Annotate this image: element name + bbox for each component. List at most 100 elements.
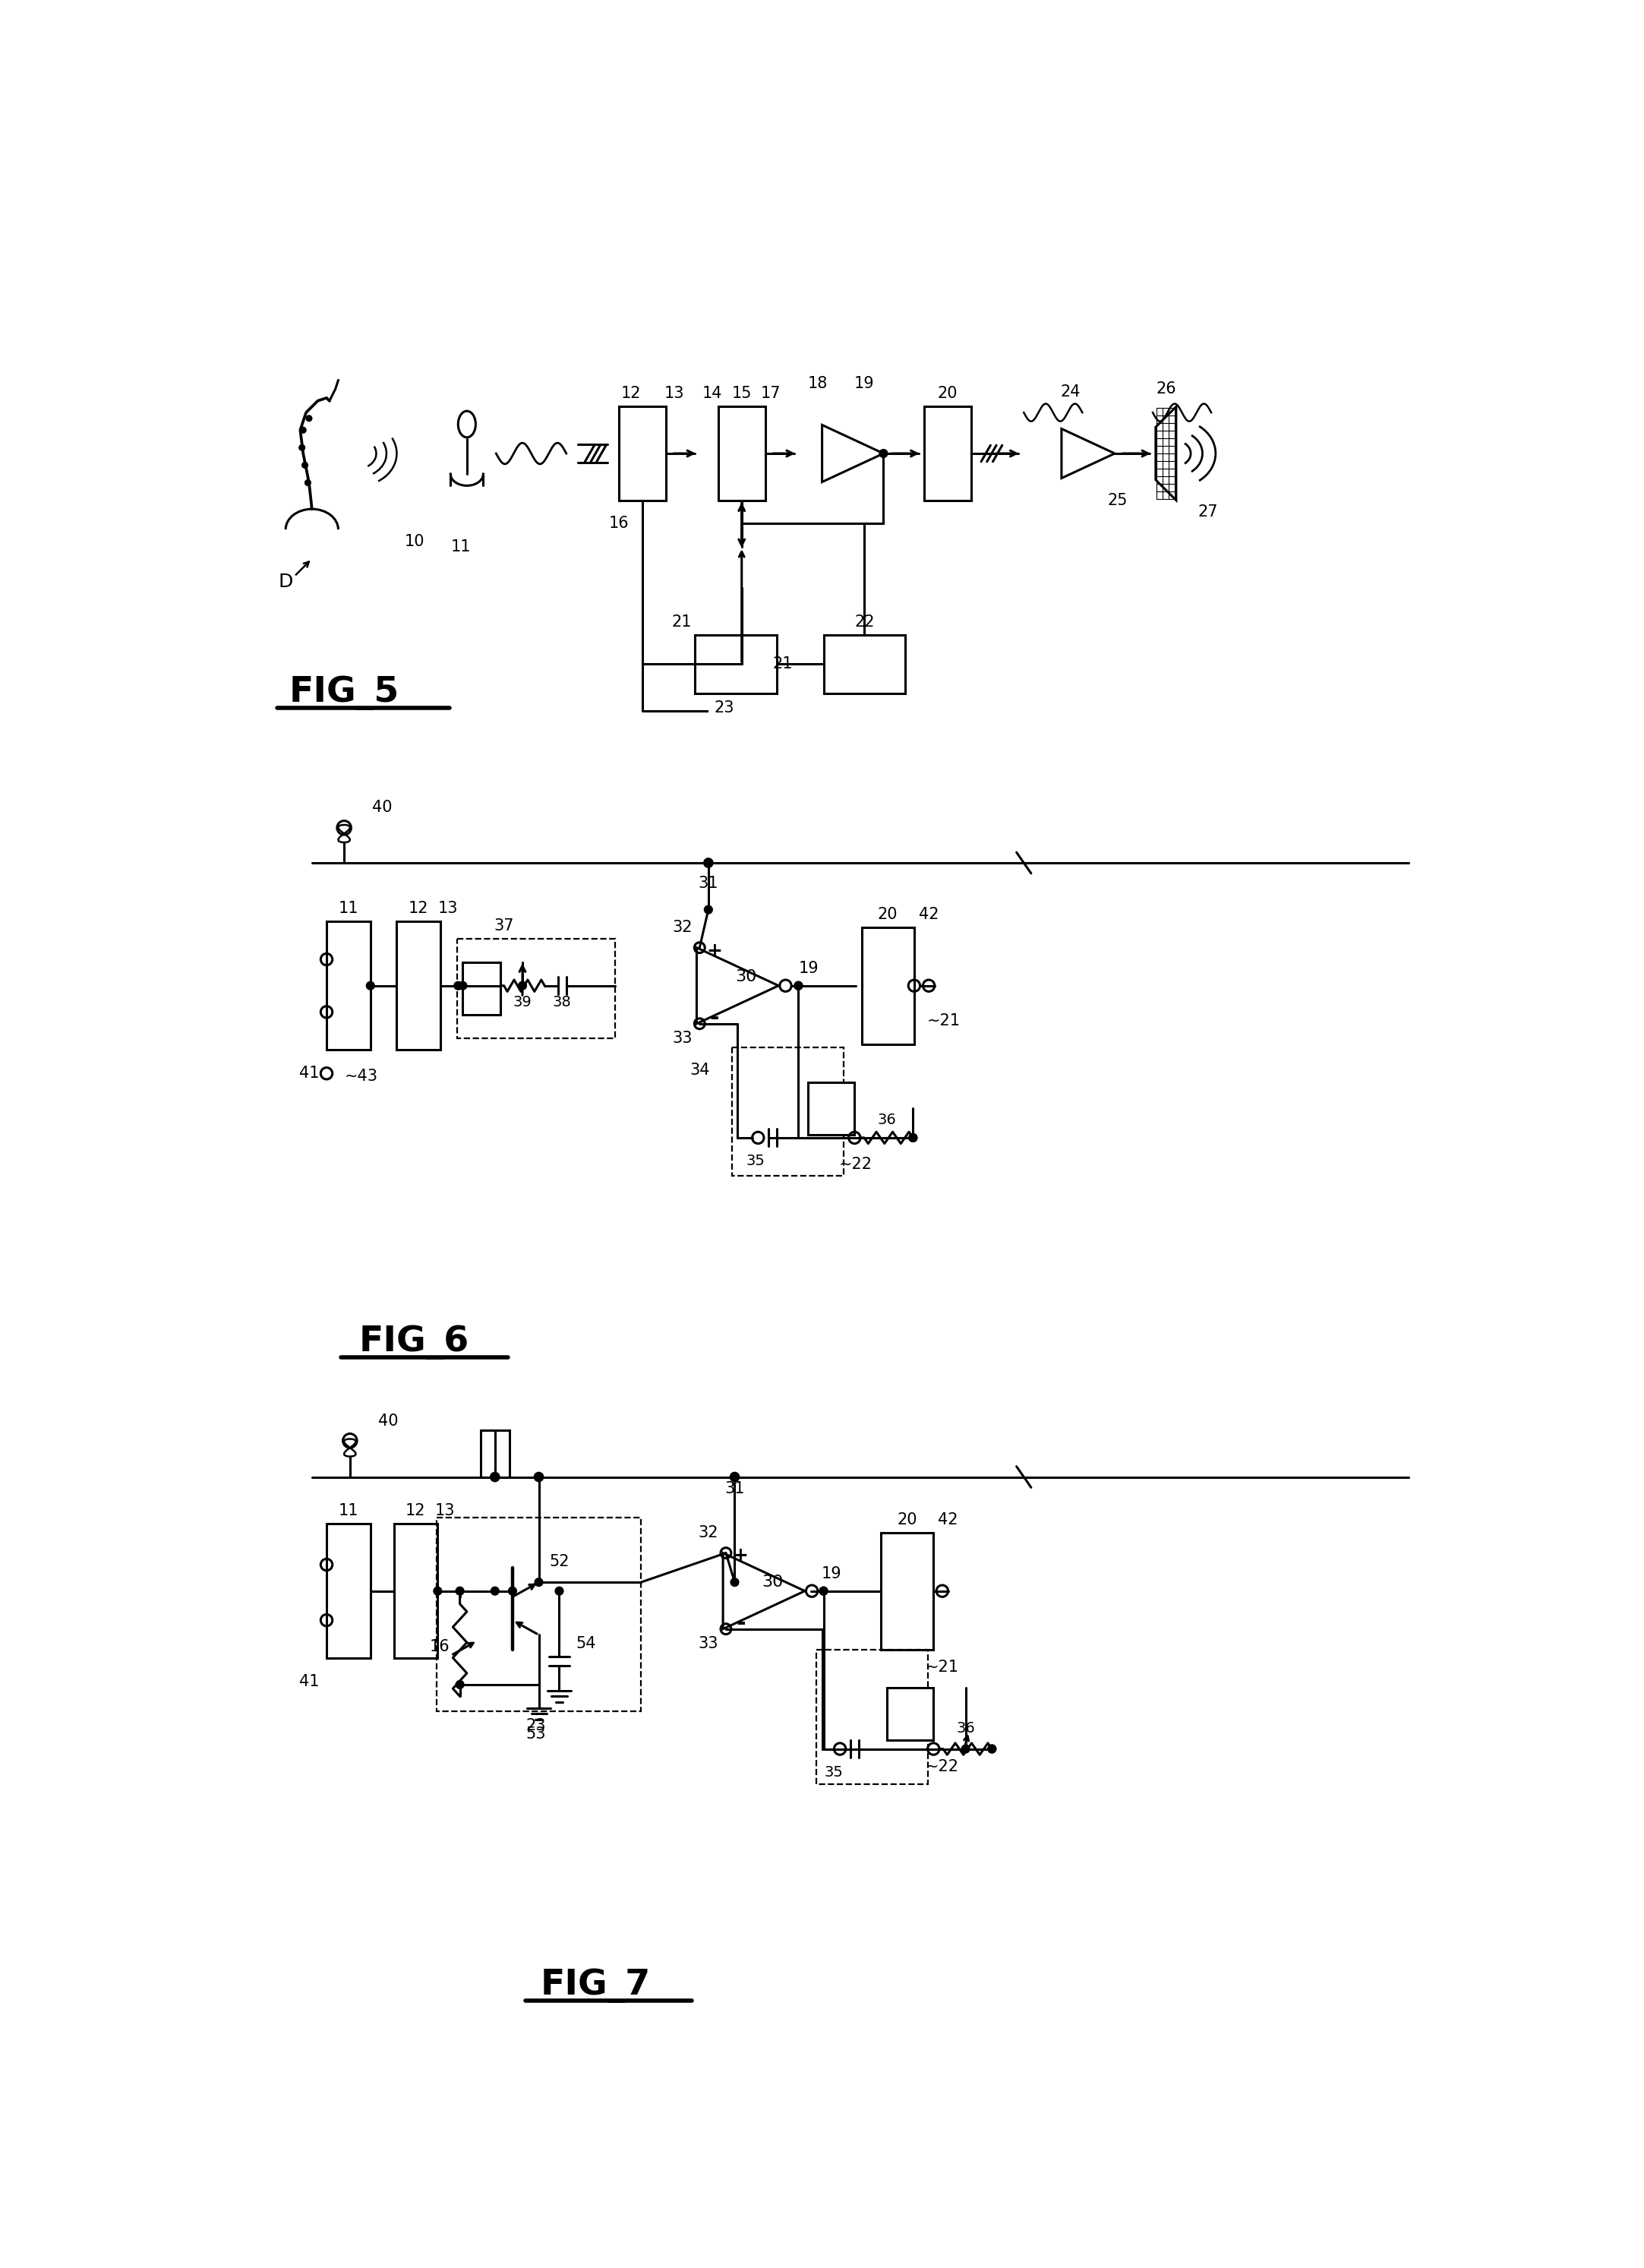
Circle shape	[518, 982, 526, 989]
Text: 13: 13	[436, 1504, 455, 1520]
Text: ~22: ~22	[838, 1157, 873, 1173]
Bar	[480, 1431, 510, 1476]
Text: 16: 16	[608, 517, 630, 531]
Text: +: +	[707, 941, 722, 959]
Text: 25: 25	[1108, 492, 1128, 508]
Polygon shape	[822, 424, 883, 483]
Circle shape	[730, 1472, 740, 1481]
Bar	[618, 406, 666, 501]
Bar	[695, 635, 776, 694]
Bar	[881, 1533, 934, 1649]
Bar	[886, 1687, 934, 1740]
Text: D: D	[278, 574, 293, 592]
Text: 26: 26	[1156, 381, 1177, 397]
Circle shape	[704, 905, 712, 914]
Text: ~21: ~21	[927, 1014, 960, 1027]
Text: 53: 53	[526, 1726, 546, 1742]
Text: 20: 20	[898, 1513, 917, 1526]
Text: FIG_7: FIG_7	[541, 1969, 651, 2003]
Bar	[327, 921, 370, 1050]
Bar	[327, 1524, 370, 1658]
Text: 42: 42	[939, 1513, 958, 1526]
Text: 20: 20	[878, 907, 898, 921]
Text: FIG_5: FIG_5	[289, 676, 399, 710]
Text: 17: 17	[761, 386, 781, 401]
Text: 34: 34	[689, 1064, 710, 1077]
Text: 12: 12	[406, 1504, 426, 1520]
Circle shape	[880, 449, 888, 458]
Text: 35: 35	[825, 1765, 843, 1780]
Text: 24: 24	[1060, 386, 1080, 399]
Text: 23: 23	[713, 701, 735, 714]
Text: 12: 12	[620, 386, 641, 401]
Circle shape	[988, 1744, 996, 1753]
Text: 37: 37	[493, 919, 515, 934]
Circle shape	[556, 1588, 564, 1594]
Text: 41: 41	[299, 1066, 319, 1082]
Bar	[732, 1048, 843, 1175]
Text: 12: 12	[408, 900, 429, 916]
Bar	[396, 921, 441, 1050]
Text: 14: 14	[702, 386, 722, 401]
Circle shape	[492, 1588, 500, 1594]
Circle shape	[459, 982, 467, 989]
Polygon shape	[723, 1554, 806, 1628]
Circle shape	[508, 1588, 516, 1594]
Text: 30: 30	[735, 968, 758, 984]
Text: 21: 21	[672, 615, 692, 631]
Text: -: -	[737, 1613, 745, 1635]
Circle shape	[534, 1472, 544, 1481]
Circle shape	[909, 1134, 917, 1141]
Text: 31: 31	[699, 875, 718, 891]
Bar	[436, 1517, 641, 1710]
Bar	[924, 406, 972, 501]
Bar	[464, 962, 501, 1014]
Text: FIG_6: FIG_6	[358, 1325, 470, 1361]
Circle shape	[819, 1588, 827, 1594]
Circle shape	[962, 1744, 970, 1753]
Circle shape	[819, 1588, 827, 1594]
Circle shape	[730, 1579, 738, 1585]
Text: 10: 10	[404, 533, 424, 549]
Circle shape	[367, 982, 375, 989]
Bar	[861, 928, 914, 1043]
Text: 31: 31	[725, 1481, 745, 1497]
Text: 11: 11	[339, 1504, 358, 1520]
Circle shape	[304, 481, 311, 485]
Text: 22: 22	[855, 615, 875, 631]
Text: 16: 16	[429, 1640, 449, 1653]
Text: 21: 21	[773, 655, 792, 671]
Circle shape	[988, 1744, 996, 1753]
Text: 30: 30	[761, 1574, 784, 1590]
Text: 23: 23	[526, 1717, 546, 1733]
Bar	[824, 635, 906, 694]
Text: 38: 38	[552, 996, 572, 1009]
Text: 54: 54	[575, 1635, 595, 1651]
Circle shape	[454, 982, 462, 989]
Circle shape	[704, 857, 713, 869]
Text: 33: 33	[672, 1030, 692, 1046]
Bar	[807, 1082, 855, 1134]
Circle shape	[302, 463, 307, 467]
Circle shape	[306, 415, 312, 422]
Text: 15: 15	[732, 386, 751, 401]
Circle shape	[301, 426, 306, 433]
Circle shape	[299, 445, 304, 451]
Circle shape	[434, 1588, 442, 1594]
Text: 35: 35	[746, 1154, 764, 1168]
Text: -: -	[710, 1007, 718, 1030]
Circle shape	[794, 982, 802, 989]
Text: ~21: ~21	[926, 1660, 958, 1674]
Circle shape	[909, 1134, 917, 1141]
Text: 40: 40	[372, 801, 393, 814]
Polygon shape	[1156, 406, 1175, 501]
Ellipse shape	[459, 411, 475, 438]
Text: 52: 52	[549, 1554, 569, 1569]
Text: 41: 41	[299, 1674, 319, 1690]
Text: 13: 13	[664, 386, 684, 401]
Polygon shape	[1062, 429, 1115, 479]
Text: +: +	[733, 1547, 748, 1565]
Text: 18: 18	[807, 376, 827, 390]
Text: 19: 19	[799, 962, 819, 975]
Text: 27: 27	[1198, 503, 1218, 519]
